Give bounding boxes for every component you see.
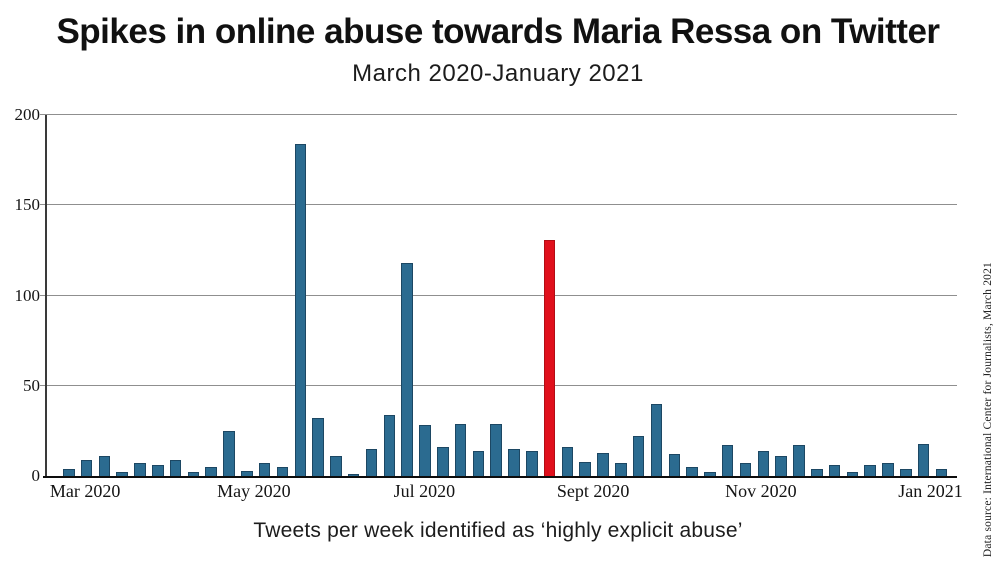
bar: [294, 143, 307, 476]
bar: [276, 466, 289, 476]
gridline-200: [40, 114, 957, 115]
x-axis-tick-label: Nov 2020: [725, 481, 797, 501]
bar: [793, 445, 805, 476]
x-axis-labels: Mar 2020 May 2020 Jul 2020 Sept 2020 Nov 202…: [45, 481, 963, 505]
bar: [864, 465, 876, 476]
bar: [632, 436, 645, 476]
bar: [330, 456, 342, 476]
bar: [846, 472, 859, 476]
x-axis-tick-label: Jan 2021: [898, 481, 963, 501]
y-axis-tick-label: 50: [23, 375, 40, 395]
bar: [169, 459, 182, 476]
bar: [437, 447, 449, 476]
y-axis-tick-label: 150: [14, 195, 41, 215]
bar: [365, 448, 378, 476]
y-axis-tick-label: 200: [14, 105, 41, 124]
bar: [80, 459, 93, 476]
bar: [187, 472, 200, 476]
bar: [561, 447, 574, 476]
gridline-100: [40, 294, 957, 296]
bar: [472, 450, 485, 476]
bar: [739, 463, 752, 476]
y-axis-tick-label: 0: [31, 466, 41, 485]
bar: [917, 443, 930, 476]
gridline-150: [40, 204, 957, 206]
chart-subtitle: March 2020-January 2021: [352, 60, 644, 87]
bar: [205, 466, 217, 476]
bar: [152, 465, 164, 476]
bar: [900, 468, 912, 476]
bar: [686, 466, 698, 476]
bar: [668, 454, 681, 476]
bar: [223, 430, 235, 476]
bar: [526, 450, 538, 476]
bar: [597, 452, 609, 476]
bar: [935, 468, 948, 476]
bar: [721, 445, 734, 476]
bar: [490, 423, 502, 476]
x-axis-tick-label: Mar 2020: [49, 481, 121, 501]
bar: [579, 461, 591, 476]
bar: [401, 263, 413, 476]
x-axis-tick-label: May 2020: [217, 481, 291, 501]
bar: [757, 450, 770, 476]
bar: [882, 463, 894, 476]
highlight-bar: [543, 239, 556, 476]
bar: [615, 463, 627, 476]
bar: [347, 474, 360, 476]
bar: [241, 470, 253, 476]
x-axis-tick-label: Jul 2020: [393, 481, 456, 501]
bar: [258, 463, 271, 476]
chart-title: Spikes in online abuse towards Maria Res…: [56, 12, 940, 51]
bar: [116, 472, 128, 476]
x-axis-tick-label: Sept 2020: [556, 481, 630, 501]
plot-area: 0 50 100 150 200: [15, 105, 957, 485]
bar: [98, 456, 111, 476]
bar: [650, 403, 663, 476]
bar: [508, 448, 520, 476]
bar: [134, 463, 146, 476]
bar: [775, 456, 787, 476]
x-axis-line: [43, 476, 957, 478]
gridline-50: [40, 384, 957, 386]
chart-caption: Tweets per week identified as ‘highly ex…: [253, 519, 743, 542]
source-note: Data source: International Center for Jo…: [982, 261, 994, 557]
bar: [383, 414, 396, 476]
bar: [704, 472, 716, 476]
bar: [811, 468, 823, 476]
y-axis-tick-label: 100: [14, 285, 41, 305]
bar: [828, 465, 841, 476]
bar: [312, 418, 324, 476]
bar: [454, 423, 467, 476]
y-axis-line: [45, 115, 47, 476]
bar: [63, 468, 75, 476]
bar: [419, 425, 431, 476]
